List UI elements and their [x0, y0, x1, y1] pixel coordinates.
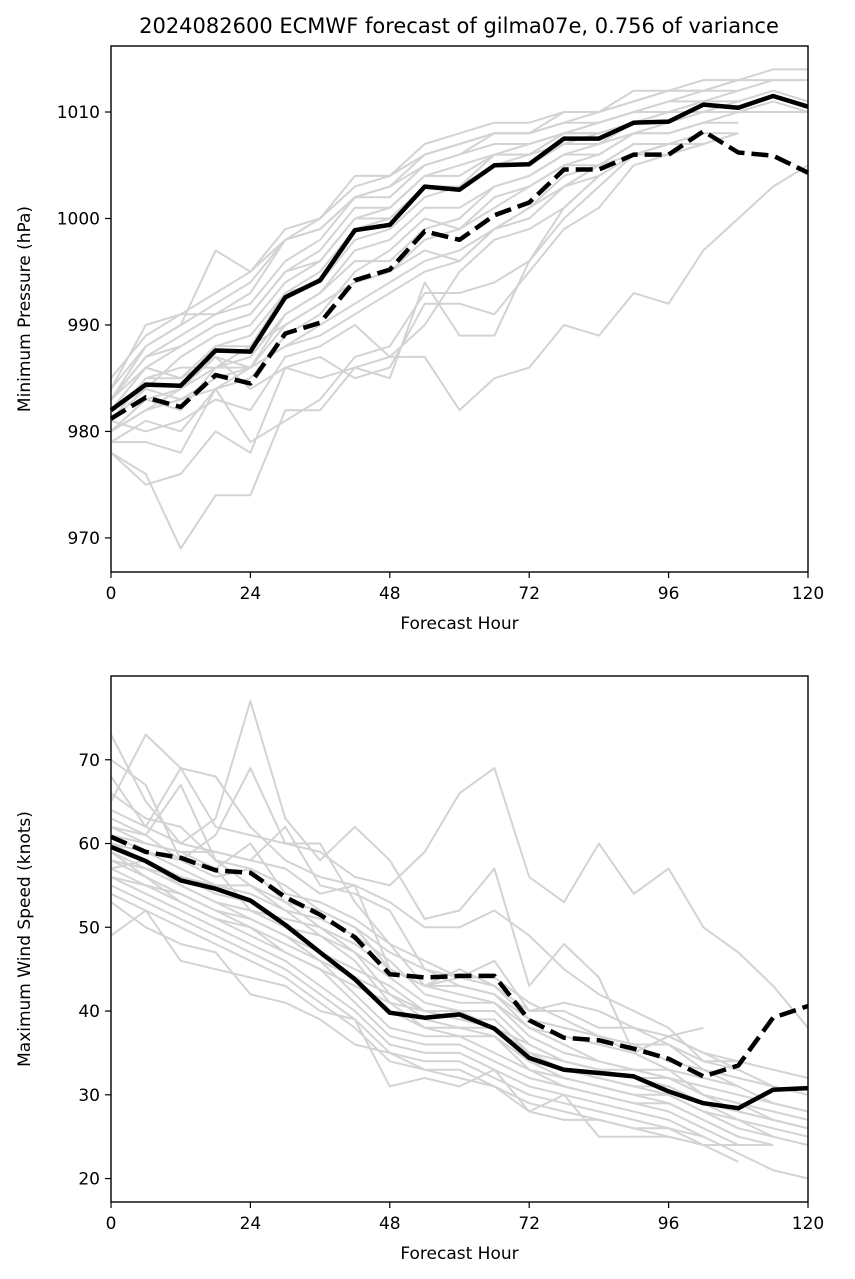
pressure-dashed-line: [109, 128, 809, 421]
pressure-x-ticks: 0 24 48 72 96 120: [106, 572, 824, 604]
pressure-ensemble-member-18: [110, 132, 739, 433]
wind-dashed-line: [110, 834, 809, 1079]
pressure-series: [109, 93, 809, 421]
wind-ensemble-member-14: [110, 909, 774, 1146]
wind-y-tick-label: 60: [78, 835, 100, 855]
pressure-y-ticks: 970 980 990 1000 1010: [57, 103, 111, 549]
wind-series: [110, 834, 809, 1111]
wind-ensemble-member-9: [110, 859, 774, 1146]
wind-ensemble-member-15: [110, 901, 704, 1138]
wind-y-tick-label: 50: [78, 918, 100, 938]
wind-x-tick-label: 72: [518, 1214, 540, 1234]
chart-title: 2024082600 ECMWF forecast of gilma07e, 0…: [139, 14, 779, 38]
pressure-ensemble-member-6: [110, 79, 739, 379]
pressure-ensemble-members: [110, 68, 809, 550]
pressure-ensemble-member-21: [110, 79, 774, 401]
wind-x-axis-label: Forecast Hour: [400, 1244, 518, 1264]
wind-ensemble-member-1: [110, 758, 809, 1029]
pressure-y-tick-label: 1010: [57, 103, 100, 123]
wind-ensemble-members: [110, 700, 809, 1180]
wind-y-tick-label: 70: [78, 751, 100, 771]
wind-ensemble-member-16: [110, 792, 704, 1054]
pressure-solid-line: [109, 93, 809, 413]
wind-x-tick-label: 96: [658, 1214, 680, 1234]
pressure-axes-frame: [110, 45, 809, 573]
pressure-ensemble-member-20: [110, 143, 704, 433]
wind-x-tick-label: 24: [240, 1214, 262, 1234]
wind-ensemble-member-17: [110, 809, 739, 1071]
wind-ensemble-member-12: [110, 884, 739, 1163]
wind-y-tick-label: 40: [78, 1002, 100, 1022]
wind-y-tick-label: 20: [78, 1170, 100, 1190]
pressure-y-tick-label: 980: [68, 422, 100, 442]
pressure-y-tick-label: 970: [68, 529, 100, 549]
wind-ensemble-member-22: [110, 876, 774, 1138]
pressure-y-axis-label: Minimum Pressure (hPa): [15, 206, 35, 412]
pressure-panel: 0 24 48 72 96 120 970 980 990 1000 1010 Forecast …: [15, 45, 824, 634]
wind-y-ticks: 20 30 40 50 60 70: [78, 751, 111, 1190]
wind-ensemble-member-24: [110, 834, 809, 1113]
pressure-ensemble-member-8: [110, 121, 635, 422]
wind-ensemble-member-19: [110, 842, 809, 1121]
pressure-x-tick-label: 72: [518, 584, 540, 604]
wind-x-tick-label: 48: [379, 1214, 401, 1234]
pressure-y-tick-label: 990: [68, 316, 100, 336]
pressure-ensemble-member-5: [110, 143, 669, 443]
pressure-x-tick-label: 96: [658, 584, 680, 604]
pressure-ensemble-member-16: [110, 89, 739, 390]
wind-ensemble-member-18: [110, 825, 774, 1088]
wind-y-tick-label: 30: [78, 1086, 100, 1106]
pressure-ensemble-member-19: [110, 111, 808, 422]
wind-x-ticks: 0 24 48 72 96 120: [106, 1202, 824, 1234]
pressure-x-tick-label: 24: [240, 584, 262, 604]
pressure-ensemble-member-11: [110, 164, 809, 550]
pressure-ensemble-member-9: [110, 121, 669, 433]
pressure-x-axis-label: Forecast Hour: [400, 614, 518, 634]
pressure-ensemble-member-12: [110, 143, 704, 486]
wind-ensemble-member-2: [110, 733, 739, 1063]
wind-ensemble-member-23: [110, 851, 739, 1138]
pressure-x-tick-label: 48: [379, 584, 401, 604]
wind-ensemble-member-4: [110, 783, 809, 1079]
wind-ensemble-member-11: [110, 876, 809, 1180]
pressure-x-tick-label: 0: [106, 584, 117, 604]
wind-x-tick-label: 0: [106, 1214, 117, 1234]
pressure-x-tick-label: 120: [792, 584, 824, 604]
wind-x-tick-label: 120: [792, 1214, 824, 1234]
wind-ensemble-member-20: [110, 859, 809, 1130]
wind-solid-line: [110, 844, 809, 1111]
wind-y-axis-label: Maximum Wind Speed (knots): [15, 811, 35, 1067]
wind-axes-frame: [110, 675, 809, 1203]
pressure-y-tick-label: 1000: [57, 209, 100, 229]
